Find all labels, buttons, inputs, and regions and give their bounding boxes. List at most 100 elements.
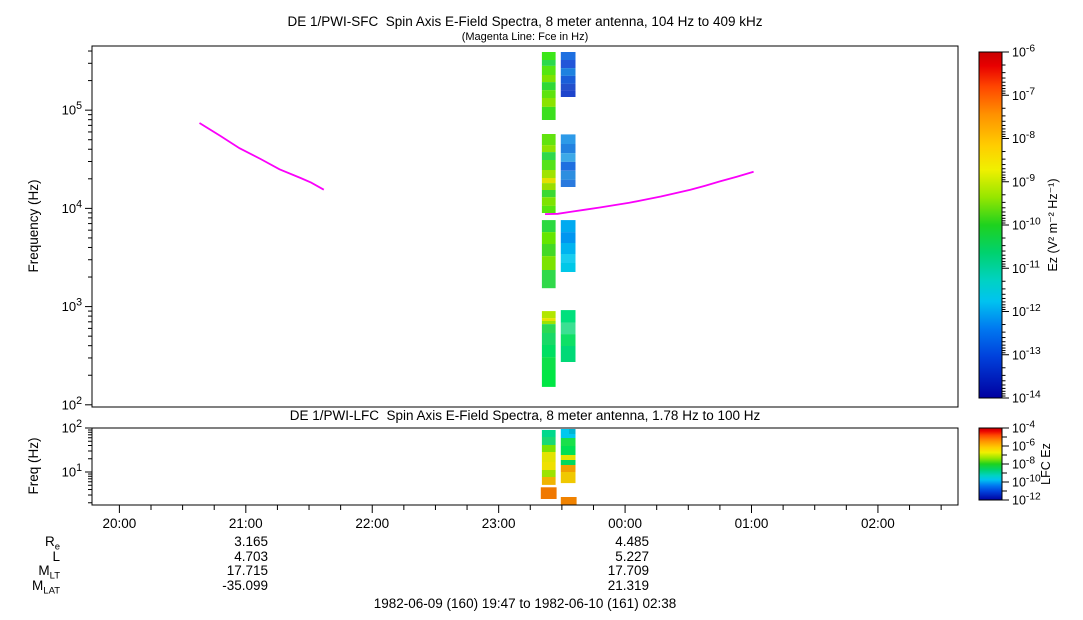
- annotation-value: 17.715: [226, 563, 268, 578]
- spectrogram-cell: [560, 465, 576, 472]
- spectrogram-cell: [541, 178, 556, 184]
- spectrogram-cell: [541, 170, 556, 178]
- lfc-border: [91, 427, 959, 506]
- spectrogram-cell: [541, 52, 556, 60]
- colorbar-tick-label: 10-9: [1012, 173, 1035, 189]
- spectrogram-cell: [541, 197, 556, 206]
- spectrogram-cell: [541, 183, 556, 190]
- y-tick-label: 101: [62, 462, 82, 479]
- spectrogram-cell: [560, 322, 576, 335]
- annotation-value: 21.319: [607, 578, 649, 593]
- y-tick-label: 105: [62, 100, 82, 117]
- colorbar-gradient: [978, 427, 1003, 501]
- spectrogram-cell: [560, 455, 576, 460]
- spectrogram-cell: [560, 429, 576, 438]
- lfc-colorbar-label: LFC Ez: [1039, 443, 1053, 485]
- colorbar-tick-label: 10-13: [1012, 346, 1041, 362]
- spectrogram-cell: [540, 487, 557, 499]
- spectrogram-cell: [560, 334, 576, 346]
- spectrogram-cell: [560, 52, 576, 60]
- x-tick-label: 23:00: [482, 516, 516, 531]
- colorbar-tick-label: 10-6: [1012, 43, 1035, 59]
- spectrogram-cell: [541, 152, 556, 160]
- annotation-value: 5.227: [615, 549, 649, 564]
- annotation-value: 4.703: [234, 549, 268, 564]
- spectrogram-cell: [541, 232, 556, 244]
- annotation-label-l: L: [52, 549, 60, 564]
- spectrogram-cell: [541, 321, 556, 324]
- spectrogram-cell: [541, 90, 556, 98]
- spectrogram-cell: [541, 256, 556, 270]
- colorbar-tick-label: 10-4: [1012, 419, 1035, 435]
- colorbar-tick-label: 10-8: [1012, 130, 1035, 146]
- x-tick-label: 02:00: [861, 516, 895, 531]
- spectrogram-cell: [560, 254, 576, 263]
- annotation-label-mlt: MLT: [38, 563, 60, 582]
- fce-line: [544, 170, 754, 215]
- colorbar-tick-label: 10-11: [1012, 260, 1040, 276]
- spectrogram-cell: [560, 243, 576, 254]
- spectrogram-cell: [541, 311, 556, 319]
- spectrogram-cell: [560, 232, 576, 244]
- spectrogram-cell: [560, 310, 576, 323]
- annotation-value: -35.099: [222, 578, 268, 593]
- spectrogram-cell: [560, 134, 576, 144]
- sfc-colorbar: 10-6 10-7 10-8 10-9 10-10 10-11 10-12 10-13 10-1…: [978, 43, 1060, 406]
- spectrogram-cell: [560, 497, 577, 505]
- spectrogram-cell: [541, 98, 556, 107]
- colorbar-tick-label: 10-12: [1012, 491, 1041, 507]
- sfc-subtitle: (Magenta Line: Fce in Hz): [461, 31, 589, 43]
- spectrogram-cell: [541, 452, 556, 462]
- spectrogram-cell: [560, 75, 576, 84]
- sfc-ylabel: Frequency (Hz): [26, 179, 41, 272]
- spectrogram-cell: [541, 437, 556, 445]
- colorbar-tick-label: 10-10: [1012, 473, 1041, 489]
- sfc-panel: 102 103 104 105: [62, 45, 959, 412]
- spectrogram-cell: [560, 438, 576, 446]
- y-tick-label: 102: [62, 395, 82, 412]
- spectrogram-cell: [560, 90, 576, 97]
- spectrogram-cell: [560, 220, 576, 233]
- spectrogram-cell: [541, 345, 556, 358]
- annotation-label-mlat: MLAT: [32, 578, 60, 597]
- spectrogram-cell: [541, 190, 556, 198]
- y-tick-label: 103: [62, 297, 82, 314]
- x-tick-label: 21:00: [229, 516, 263, 531]
- x-tick-label: 20:00: [102, 516, 136, 531]
- annotation-value: 4.485: [615, 534, 649, 549]
- spectrogram-cell: [541, 75, 556, 83]
- spectrogram-cell: [541, 106, 556, 120]
- lfc-panel: 101 102: [62, 418, 959, 506]
- spectrogram-cell: [541, 270, 556, 289]
- time-axis: 20:00 21:00 22:00 23:00 00:00 01:00 02:00: [102, 505, 942, 531]
- spectrogram-cell: [560, 153, 576, 162]
- spectrogram-cell: [560, 472, 576, 484]
- spectrogram-cell: [541, 430, 556, 437]
- colorbar-tick-label: 10-14: [1012, 389, 1041, 405]
- spectrogram-cell: [541, 82, 556, 91]
- lfc-title: DE 1/PWI-LFC Spin Axis E-Field Spectra, …: [289, 408, 761, 423]
- spectrogram-cell: [560, 144, 576, 154]
- sfc-border: [91, 45, 959, 408]
- spectrogram-cell: [541, 145, 556, 153]
- spectrogram-cell: [541, 477, 556, 485]
- annotation-value: 17.709: [607, 563, 649, 578]
- spectrogram-cell: [560, 83, 576, 91]
- spectrogram-cell: [560, 446, 576, 455]
- y-tick-label: 104: [62, 198, 82, 215]
- spectrogram-cell: [560, 68, 576, 76]
- spectrogram-cell: [541, 244, 556, 257]
- spectrogram-cell: [560, 161, 576, 171]
- y-tick-label: 102: [62, 418, 82, 435]
- spectrogram-cell: [541, 324, 556, 334]
- spectrogram-cell: [560, 346, 576, 362]
- lfc-colorbar: 10-4 10-6 10-8 10-10 10-12 LFC Ez: [978, 419, 1053, 508]
- spectrogram-cell: [541, 370, 556, 387]
- colorbar-tick-label: 10-10: [1012, 216, 1041, 232]
- spectrogram-cell: [541, 333, 556, 345]
- x-tick-label: 01:00: [735, 516, 769, 531]
- spectrogram-cell: [541, 445, 556, 452]
- x-tick-label: 00:00: [608, 516, 642, 531]
- annotation-value: 3.165: [234, 534, 268, 549]
